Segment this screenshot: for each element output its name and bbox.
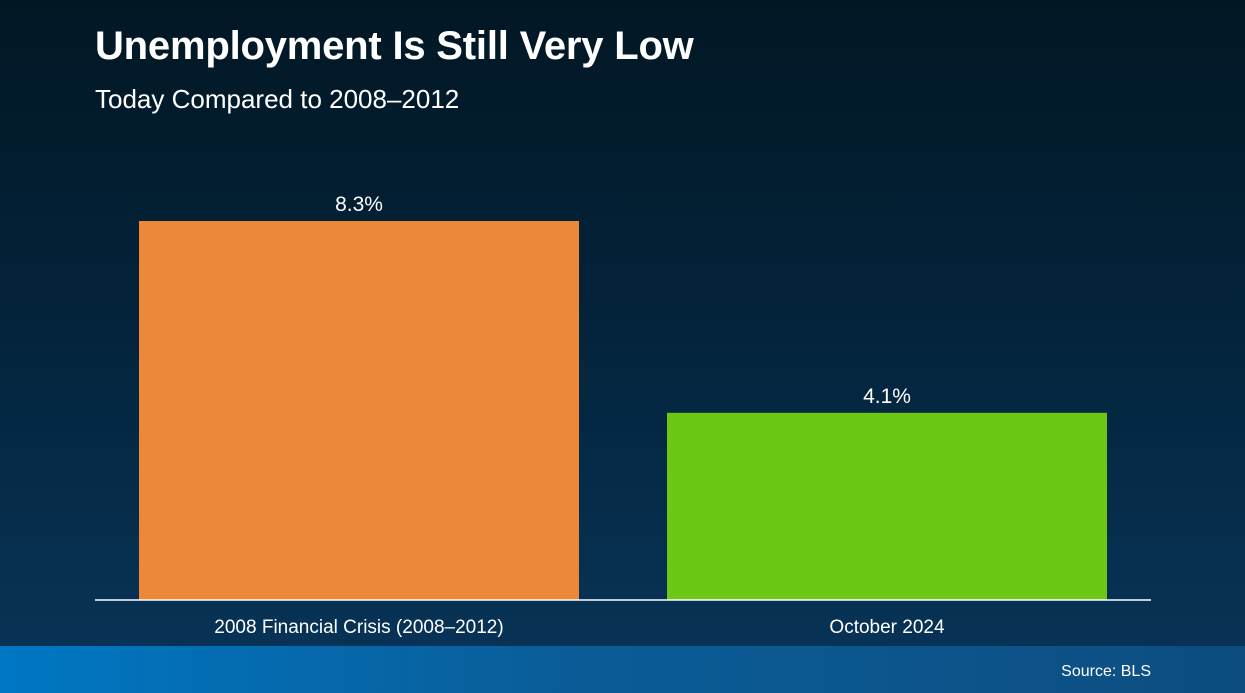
source-note: Source: BLS	[1061, 663, 1151, 680]
bar-1	[139, 221, 579, 600]
chart-title: Unemployment Is Still Very Low	[95, 24, 694, 68]
bars-group	[139, 221, 1107, 600]
category-label-2: October 2024	[829, 617, 945, 638]
chart-subtitle: Today Compared to 2008–2012	[95, 84, 460, 114]
bar-value-label-1: 8.3%	[335, 193, 383, 216]
category-labels-group: 2008 Financial Crisis (2008–2012) October…	[214, 617, 945, 638]
value-labels-group: 8.3% 4.1%	[335, 193, 911, 408]
bar-2	[667, 412, 1107, 600]
category-label-1: 2008 Financial Crisis (2008–2012)	[214, 617, 503, 638]
footer-bar: Source: BLS	[0, 646, 1245, 693]
bar-value-label-2: 4.1%	[863, 385, 911, 408]
